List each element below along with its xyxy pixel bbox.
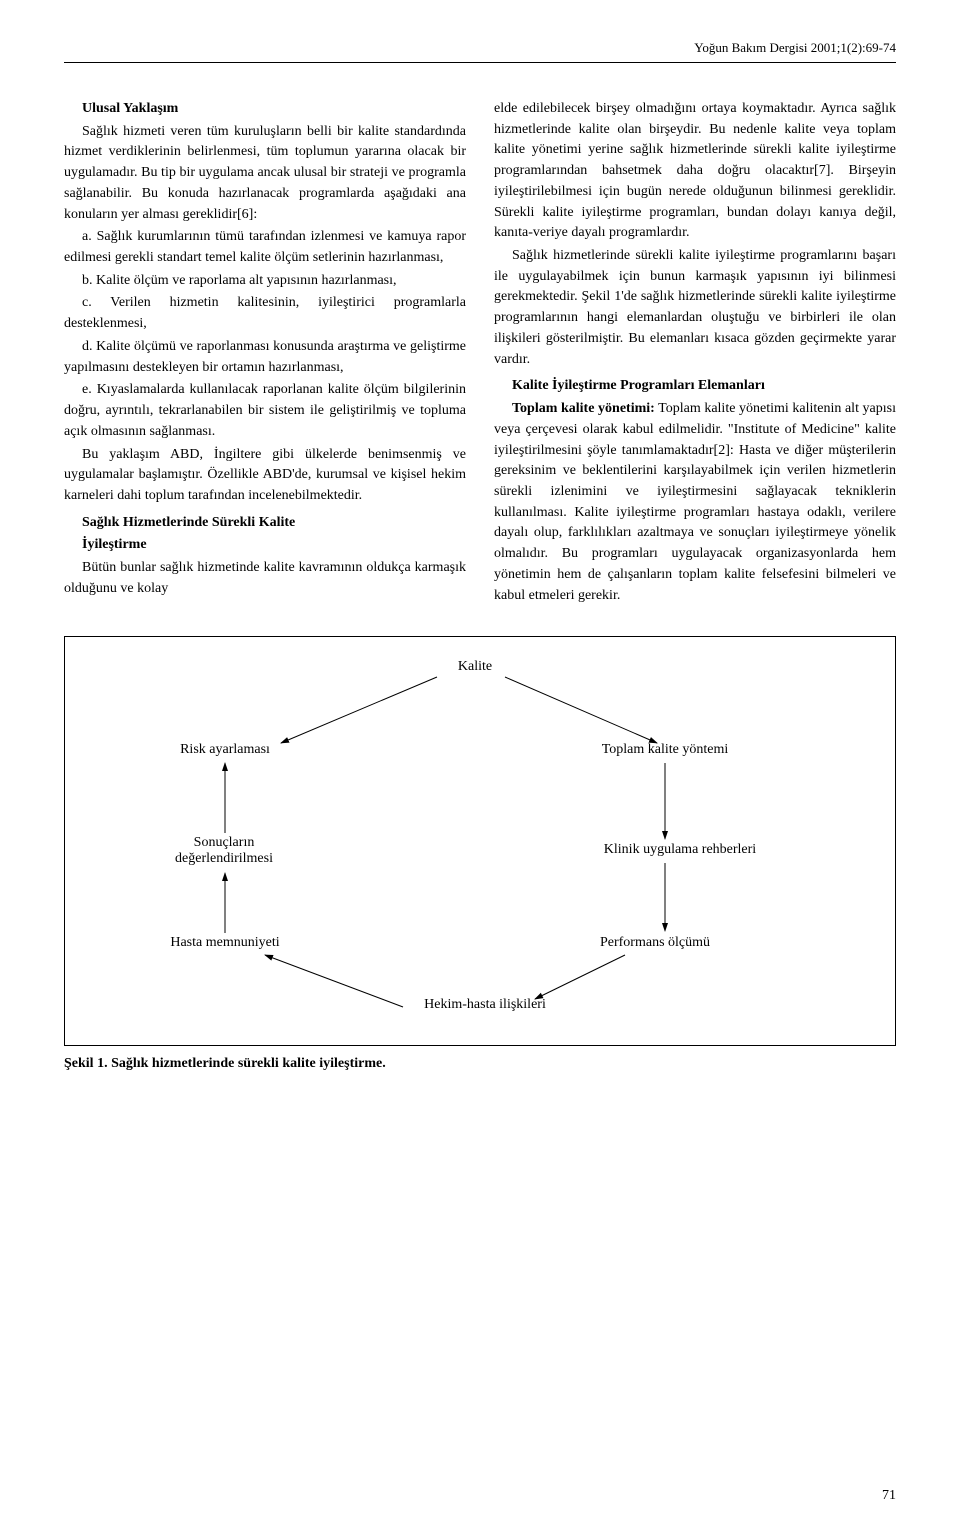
subheading-line1: Sağlık Hizmetlerinde Sürekli Kalite <box>82 513 466 534</box>
left-column: Ulusal Yaklaşım Sağlık hizmeti veren tüm… <box>64 99 466 608</box>
diagram-node-hekim: Hekim-hasta ilişkileri <box>395 997 575 1013</box>
diagram-node-perf: Performans ölçümü <box>575 935 735 951</box>
diagram-node-sonuc: Sonuçların değerlendirilmesi <box>149 835 299 867</box>
diagram-node-kalite: Kalite <box>445 659 505 675</box>
list-item-d: d. Kalite ölçümü ve raporlanması konusun… <box>64 337 466 378</box>
list-item-e: e. Kıyaslamalarda kullanılacak raporlana… <box>64 380 466 442</box>
list-item-a: a. Sağlık kurumlarının tümü tarafından i… <box>64 227 466 268</box>
paragraph: Bu yaklaşım ABD, İngiltere gibi ülkelerd… <box>64 445 466 507</box>
page-number: 71 <box>882 1488 896 1504</box>
subheading-line2: İyileştirme <box>82 535 466 556</box>
section-heading: Ulusal Yaklaşım <box>64 99 466 120</box>
paragraph: Sağlık hizmetlerinde sürekli kalite iyil… <box>494 246 896 370</box>
diagram-node-hasta: Hasta memnuniyeti <box>145 935 305 951</box>
journal-header: Yoğun Bakım Dergisi 2001;1(2):69-74 <box>64 40 896 56</box>
diagram-node-tky: Toplam kalite yöntemi <box>575 742 755 758</box>
run-in-head: Toplam kalite yönetimi: <box>512 401 655 416</box>
diagram-node-klinik: Klinik uygulama rehberleri <box>575 842 785 858</box>
list-item-c: c. Verilen hizmetin kalitesinin, iyileşt… <box>64 293 466 334</box>
paragraph: Toplam kalite yönetimi: Toplam kalite yö… <box>494 399 896 606</box>
paragraph: elde edilebilecek birşey olmadığını orta… <box>494 99 896 244</box>
right-column: elde edilebilecek birşey olmadığını orta… <box>494 99 896 608</box>
paragraph: Bütün bunlar sağlık hizmetinde kalite ka… <box>64 558 466 599</box>
figure-1-diagram: Kalite Risk ayarlaması Toplam kalite yönte… <box>64 636 896 1046</box>
list-item-b: b. Kalite ölçüm ve raporlama alt yapısın… <box>64 271 466 292</box>
header-rule <box>64 62 896 63</box>
paragraph-body: Toplam kalite yönetimi kalitenin alt yap… <box>494 401 896 602</box>
text-columns: Ulusal Yaklaşım Sağlık hizmeti veren tüm… <box>64 99 896 608</box>
diagram-node-risk: Risk ayarlaması <box>165 742 285 758</box>
figure-caption: Şekil 1. Sağlık hizmetlerinde sürekli ka… <box>64 1056 896 1072</box>
subheading: Kalite İyileştirme Programları Elemanlar… <box>494 376 896 397</box>
paragraph: Sağlık hizmeti veren tüm kuruluşların be… <box>64 122 466 226</box>
